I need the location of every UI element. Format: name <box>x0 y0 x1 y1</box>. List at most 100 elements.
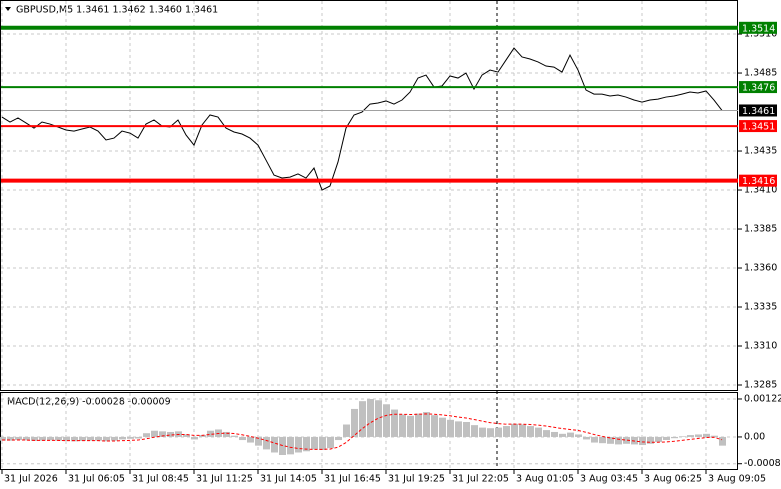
macd-bar <box>247 436 254 443</box>
y-tick-label: 1.3485 <box>744 68 777 79</box>
macd-bar <box>143 433 150 437</box>
macd-bar <box>55 436 62 441</box>
macd-bar <box>223 431 230 437</box>
x-tick-label: 31 Jul 2026 <box>4 474 58 485</box>
macd-bar <box>535 427 542 437</box>
macd-bar <box>615 436 622 445</box>
macd-bar <box>567 432 574 437</box>
macd-bar <box>559 433 566 437</box>
macd-bar <box>687 435 694 437</box>
y-tick-label: 1.3410 <box>744 185 777 196</box>
macd-bar <box>7 436 14 441</box>
y-tick-label: 0.00122 <box>744 393 781 404</box>
level-label: 1.3476 <box>742 83 775 94</box>
macd-bar <box>719 436 726 446</box>
macd-bar <box>623 436 630 444</box>
macd-bar <box>463 422 470 437</box>
macd-bar <box>343 424 350 437</box>
x-tick-label: 31 Jul 19:25 <box>388 474 445 485</box>
macd-title: MACD(12,26,9) -0.00028 -0.00009 <box>7 397 171 408</box>
macd-bar <box>487 428 494 437</box>
macd-bar <box>367 398 374 437</box>
macd-bar <box>23 436 30 441</box>
macd-bar <box>63 436 70 441</box>
macd-bar <box>191 436 198 440</box>
x-tick-label: 31 Jul 11:25 <box>196 474 253 485</box>
x-tick-label: 3 Aug 03:45 <box>580 474 638 485</box>
macd-bar <box>263 436 270 450</box>
menu-arrow[interactable] <box>5 7 11 11</box>
macd-bar <box>159 431 166 437</box>
x-tick-label: 31 Jul 14:05 <box>260 474 317 485</box>
macd-bar <box>415 413 422 437</box>
y-tick-label: 1.3310 <box>744 341 777 352</box>
macd-bar <box>327 436 334 449</box>
level-label: 1.3514 <box>742 23 775 34</box>
level-label-box <box>739 21 777 34</box>
macd-bar <box>119 436 126 440</box>
macd-bar <box>423 412 430 437</box>
macd-bar <box>255 436 262 446</box>
macd-bar <box>31 436 38 441</box>
y-tick-label: 1.3435 <box>744 146 777 157</box>
macd-bar <box>319 436 326 451</box>
y-tick-label: 1.3335 <box>744 302 777 313</box>
macd-bar <box>671 436 678 439</box>
macd-bar <box>351 408 358 437</box>
x-tick-label: 31 Jul 22:05 <box>452 474 509 485</box>
x-tick-label: 31 Jul 16:45 <box>324 474 381 485</box>
macd-bar <box>591 436 598 443</box>
macd-bar <box>71 436 78 442</box>
level-label: 1.3451 <box>742 122 775 133</box>
macd-bar <box>639 436 646 446</box>
macd-bar <box>151 430 158 437</box>
macd-bar <box>447 419 454 437</box>
x-tick-label: 3 Aug 09:05 <box>708 474 766 485</box>
macd-bar <box>231 435 238 437</box>
level-label-box <box>739 120 777 133</box>
macd-bar <box>199 435 206 437</box>
price-panel-border <box>0 0 738 391</box>
x-tick-label: 31 Jul 08:45 <box>132 474 189 485</box>
y-tick-label: 1.3285 <box>744 380 777 391</box>
macd-bar <box>359 401 366 437</box>
level-label: 1.3416 <box>742 176 775 187</box>
macd-bar <box>439 417 446 437</box>
macd-bar <box>479 427 486 437</box>
macd-bar <box>391 409 398 437</box>
macd-bar <box>551 431 558 437</box>
macd-bar <box>471 425 478 437</box>
macd-bar <box>311 436 318 450</box>
macd-bar <box>679 436 686 437</box>
macd-bar <box>383 404 390 437</box>
macd-bar <box>703 433 710 437</box>
macd-bar <box>135 436 142 439</box>
level-label-box <box>739 174 777 187</box>
macd-bar <box>207 430 214 437</box>
macd-bar <box>399 414 406 437</box>
macd-bar <box>103 436 110 442</box>
macd-bar <box>663 436 670 441</box>
macd-bar <box>495 427 502 437</box>
current-price-box <box>739 104 777 117</box>
macd-bar <box>95 436 102 441</box>
macd-bar <box>695 434 702 437</box>
level-label-box <box>739 81 777 94</box>
y-tick-label: -0.00086 <box>744 458 781 469</box>
x-tick-label: 3 Aug 06:25 <box>644 474 702 485</box>
macd-bar <box>295 436 302 453</box>
macd-bar <box>47 436 54 441</box>
macd-bar <box>431 415 438 437</box>
macd-bar <box>455 421 462 437</box>
macd-bar <box>0 436 6 441</box>
macd-bar <box>239 436 246 441</box>
macd-bar <box>111 436 118 441</box>
macd-bar <box>127 436 134 439</box>
macd-bar <box>519 424 526 437</box>
macd-bar <box>407 415 414 437</box>
macd-bar <box>511 423 518 437</box>
macd-bar <box>543 430 550 437</box>
macd-bar <box>39 436 46 441</box>
x-tick-label: 31 Jul 06:05 <box>68 474 125 485</box>
